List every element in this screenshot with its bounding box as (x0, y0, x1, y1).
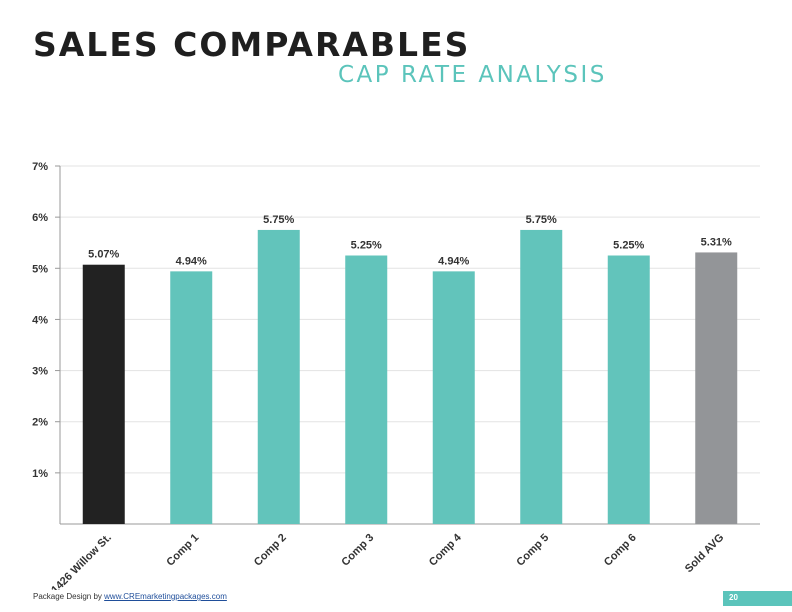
bar (257, 229, 300, 524)
bar-data-label: 5.25% (351, 240, 382, 252)
x-category-label: Comp 2 (252, 532, 289, 569)
page-subtitle: CAP RATE ANALYSIS (338, 62, 607, 88)
footer-link[interactable]: www.CREmarketingpackages.com (104, 592, 227, 601)
page-number: 20 (729, 593, 738, 602)
y-tick-label: 1% (32, 468, 48, 480)
bar (432, 271, 475, 524)
bar (345, 255, 388, 524)
bar (520, 229, 563, 524)
page-number-bar: 20 (723, 591, 792, 606)
x-category-label: 1426 Willow St. (49, 532, 114, 590)
y-tick-label: 4% (32, 314, 48, 326)
footer-credit: Package Design by www.CREmarketingpackag… (33, 592, 227, 601)
y-tick-label: 5% (32, 263, 48, 275)
x-category-label: Comp 3 (339, 532, 376, 569)
bar (695, 252, 738, 524)
bar (170, 271, 213, 524)
page-title: SALES COMPARABLES (33, 25, 471, 64)
y-tick-label: 7% (32, 161, 48, 173)
y-tick-label: 6% (32, 212, 48, 224)
x-category-label: Comp 1 (164, 532, 201, 569)
bar (82, 264, 125, 524)
x-category-label: Sold AVG (683, 532, 726, 575)
bar (607, 255, 650, 524)
x-category-label: Comp 5 (514, 532, 551, 569)
bar-data-label: 4.94% (176, 255, 207, 267)
bar-data-label: 5.75% (526, 214, 557, 226)
footer-prefix: Package Design by (33, 592, 105, 601)
y-tick-label: 2% (32, 417, 48, 429)
x-category-label: Comp 6 (602, 532, 639, 569)
bar-data-label: 5.75% (263, 214, 294, 226)
y-tick-label: 3% (32, 366, 48, 378)
x-category-label: Comp 4 (427, 531, 465, 569)
bar-data-label: 4.94% (438, 255, 469, 267)
bar-data-label: 5.25% (613, 240, 644, 252)
cap-rate-bar-chart: 1% 2% 3% 4% 5% 6% 7% 5.07% 1426 Willow St. 4.94% C… (32, 161, 760, 590)
bar-data-label: 5.07% (88, 249, 119, 261)
bar-data-label: 5.31% (701, 236, 732, 248)
